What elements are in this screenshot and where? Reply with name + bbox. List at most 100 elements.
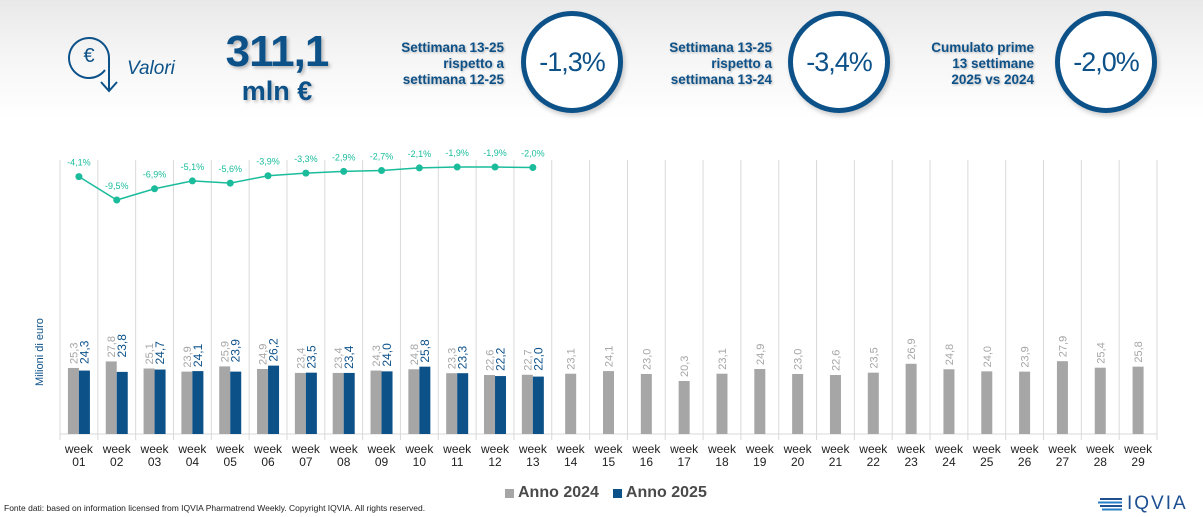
- total-value: 311,1: [225, 27, 330, 76]
- euro-down-arrow-icon: €: [67, 30, 127, 94]
- data-label-2025: 23,9: [229, 339, 243, 363]
- x-tick-label: week: [820, 442, 850, 456]
- x-tick-label: week: [253, 442, 283, 456]
- data-label-2024: 24,8: [944, 344, 956, 365]
- x-tick-label: 13: [526, 455, 540, 469]
- legend-label-2025: Anno 2025: [625, 484, 707, 501]
- data-label-2025: 23,3: [456, 346, 470, 370]
- data-label-2025: 24,0: [380, 343, 394, 367]
- x-tick-label: 03: [148, 455, 162, 469]
- data-label-2024: 23,0: [793, 349, 805, 370]
- bar-2024: [1019, 371, 1031, 434]
- source-note: Fonte dati: based on information license…: [4, 503, 426, 513]
- x-tick-label: 19: [753, 455, 767, 469]
- data-label-2024: 24,0: [982, 346, 994, 367]
- x-tick-label: week: [1123, 442, 1153, 456]
- x-tick-label: week: [215, 442, 245, 456]
- bar-2024: [1094, 367, 1106, 434]
- legend-swatch-2024: [505, 488, 514, 498]
- x-tick-label: week: [291, 442, 321, 456]
- data-label-2024: 23,9: [1020, 346, 1032, 367]
- bar-2024: [678, 381, 690, 434]
- x-tick-label: week: [556, 442, 586, 456]
- x-tick-label: 02: [110, 455, 124, 469]
- bar-2024: [67, 367, 79, 434]
- data-label-2025: 25,8: [418, 339, 432, 363]
- data-label-2024: 25,1: [144, 343, 156, 364]
- variation-label: -1,9%: [445, 148, 469, 158]
- variation-point: [415, 164, 423, 172]
- bar-2025: [305, 372, 317, 434]
- data-label-2024: 24,3: [371, 345, 383, 366]
- data-label-2024: 22,7: [522, 349, 534, 370]
- bar-2024: [716, 373, 728, 434]
- x-tick-label: 28: [1094, 455, 1108, 469]
- chart-legend: Anno 2024 Anno 2025: [505, 484, 707, 502]
- data-label-2024: 24,9: [755, 344, 767, 365]
- x-tick-label: week: [177, 442, 207, 456]
- x-tick-label: week: [934, 442, 964, 456]
- bar-2025: [192, 371, 204, 434]
- kpi-3-circle: -2,0%: [1055, 11, 1157, 113]
- kpi-1-label: Settimana 13-25 rispetto a settimana 12-…: [380, 40, 504, 88]
- variation-point: [302, 169, 310, 177]
- data-label-2025: 23,5: [304, 345, 318, 369]
- variation-label: -1,9%: [483, 148, 507, 158]
- bar-2025: [154, 369, 166, 434]
- variation-label: -3,9%: [256, 157, 280, 167]
- bar-2024: [754, 369, 766, 434]
- total-unit: mln €: [241, 76, 313, 106]
- variation-point: [151, 185, 159, 193]
- iqvia-logo: IQVIA: [1098, 493, 1188, 515]
- data-label-2024: 23,5: [868, 347, 880, 368]
- variation-point: [529, 163, 537, 171]
- bar-2024: [521, 374, 533, 434]
- data-label-2024: 22,6: [830, 350, 842, 371]
- bar-2024: [792, 373, 804, 434]
- kpi-3-label-line: Cumulato prime: [931, 40, 1034, 55]
- bar-2024: [181, 371, 193, 434]
- data-label-2025: 24,7: [153, 341, 167, 365]
- data-label-2025: 24,1: [191, 343, 205, 367]
- kpi-1-label-line: settimana 12-25: [402, 72, 504, 87]
- bar-2024: [565, 373, 577, 434]
- data-label-2024: 23,0: [641, 349, 653, 370]
- x-tick-label: 15: [602, 455, 616, 469]
- kpi-3-label-line: 13 settimane: [952, 56, 1034, 71]
- x-tick-label: week: [1047, 442, 1077, 456]
- x-tick-label: week: [64, 442, 94, 456]
- kpi-3-label-line: 2025 vs 2024: [951, 72, 1034, 87]
- iqvia-logo-icon: [1098, 498, 1122, 511]
- x-tick-label: 29: [1131, 455, 1145, 469]
- x-tick-label: 07: [299, 455, 313, 469]
- bar-2024: [484, 375, 496, 434]
- x-tick-label: 06: [261, 455, 275, 469]
- bar-2024: [219, 366, 231, 434]
- bar-2024: [257, 369, 269, 434]
- bar-2024: [943, 369, 955, 434]
- data-label-2024: 23,4: [333, 348, 345, 369]
- x-tick-label: week: [972, 442, 1002, 456]
- variation-label: -2,1%: [408, 149, 432, 159]
- x-tick-label: week: [858, 442, 888, 456]
- x-tick-label: 09: [375, 455, 389, 469]
- bar-2025: [78, 370, 90, 434]
- variation-point: [264, 172, 272, 180]
- legend-item-2024: Anno 2024: [505, 484, 599, 502]
- x-tick-label: 10: [413, 455, 427, 469]
- kpi-1-label-line: rispetto a: [443, 56, 504, 71]
- x-tick-label: week: [140, 442, 170, 456]
- variation-point: [113, 196, 121, 204]
- data-label-2024: 24,8: [409, 344, 421, 365]
- data-label-2024: 23,1: [566, 348, 578, 369]
- x-tick-label: week: [1010, 442, 1040, 456]
- data-label-2024: 25,8: [1133, 341, 1145, 362]
- x-tick-label: 20: [791, 455, 805, 469]
- x-tick-label: week: [669, 442, 699, 456]
- bar-2024: [867, 372, 879, 434]
- kpi-2-circle: -3,4%: [788, 11, 890, 113]
- data-label-2025: 22,2: [494, 347, 508, 371]
- bar-2024: [981, 371, 993, 434]
- legend-item-2025: Anno 2025: [612, 484, 707, 502]
- x-tick-label: 14: [564, 455, 578, 469]
